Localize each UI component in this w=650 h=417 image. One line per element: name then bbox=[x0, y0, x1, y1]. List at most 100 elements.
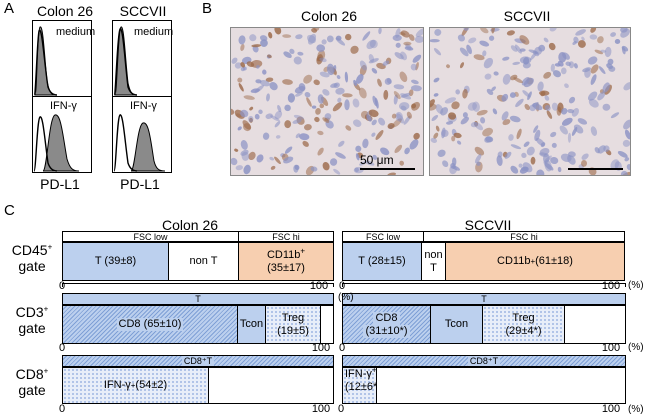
panel-a-title-sccvii: SCCVII bbox=[119, 3, 167, 19]
panel-c-letter: C bbox=[4, 202, 15, 219]
stained-cell bbox=[476, 109, 488, 116]
nucleus bbox=[440, 107, 449, 116]
stained-cell bbox=[411, 103, 417, 109]
stained-cell bbox=[243, 95, 255, 100]
nucleus bbox=[504, 151, 512, 159]
nucleus bbox=[380, 147, 390, 156]
ihc-image-colon26 bbox=[227, 25, 426, 177]
nucleus bbox=[501, 111, 509, 121]
nucleus bbox=[510, 165, 519, 174]
colon26-cd45-nont-segment: non T bbox=[168, 242, 239, 281]
nucleus bbox=[311, 105, 317, 109]
nucleus bbox=[568, 96, 576, 104]
stained-cell bbox=[473, 54, 485, 61]
nucleus bbox=[248, 115, 254, 123]
panel-c-title-colon26: Colon 26 bbox=[161, 217, 219, 233]
nucleus bbox=[602, 103, 611, 111]
colon26-cd8-ifn-segment: IFN-γ + (54±2) bbox=[62, 367, 209, 404]
nucleus bbox=[509, 92, 516, 98]
tick-label-0-colon26-cd45: 0 bbox=[58, 280, 66, 292]
nucleus bbox=[333, 168, 341, 175]
nucleus bbox=[284, 104, 291, 112]
nucleus bbox=[241, 151, 250, 161]
nucleus bbox=[431, 114, 439, 122]
nucleus bbox=[326, 35, 334, 43]
nucleus bbox=[299, 133, 310, 141]
nucleus bbox=[501, 93, 509, 102]
histogram-colon26-medium bbox=[32, 20, 92, 97]
nucleus bbox=[582, 67, 592, 73]
unit-label-row1-sccvii: (%) bbox=[628, 280, 644, 291]
tick-label-100-colon26-cd3: 100 bbox=[311, 342, 331, 354]
header-cd8t-sccvii: CD8⁺T bbox=[342, 355, 626, 367]
stained-cell bbox=[399, 71, 408, 83]
stained-cell bbox=[448, 112, 457, 120]
stained-cell bbox=[249, 117, 253, 123]
nucleus bbox=[518, 163, 523, 168]
stained-cell bbox=[274, 156, 281, 165]
nucleus bbox=[344, 99, 350, 111]
nucleus bbox=[462, 112, 468, 118]
stained-cell bbox=[235, 113, 242, 118]
nucleus bbox=[409, 139, 419, 150]
nucleus bbox=[412, 54, 422, 63]
axis-colon26-cd45 bbox=[62, 283, 334, 284]
nucleus bbox=[589, 34, 598, 40]
header-t-colon26: T bbox=[62, 293, 334, 305]
stained-cell bbox=[590, 64, 599, 74]
nucleus bbox=[502, 56, 510, 61]
nucleus bbox=[551, 102, 559, 111]
stained-cell bbox=[453, 132, 462, 139]
tick-label-0-sccvii-cd45: 0 bbox=[338, 280, 346, 292]
nucleus bbox=[433, 48, 442, 56]
nucleus bbox=[604, 46, 612, 58]
nucleus bbox=[552, 70, 562, 78]
nucleus bbox=[491, 86, 496, 92]
nucleus bbox=[353, 79, 358, 86]
header-fsc-hi-colon26: FSC hi bbox=[238, 231, 334, 242]
nucleus bbox=[256, 154, 264, 163]
nucleus bbox=[484, 136, 493, 143]
nucleus bbox=[366, 39, 376, 50]
nucleus bbox=[554, 63, 561, 67]
nucleus bbox=[262, 69, 267, 75]
nucleus bbox=[319, 57, 327, 63]
nucleus bbox=[607, 58, 614, 65]
stained-cell bbox=[315, 108, 321, 115]
nucleus bbox=[482, 50, 487, 57]
scale-bar-label: 50 μm bbox=[360, 153, 394, 167]
tick-label-0-colon26: 0 bbox=[58, 403, 66, 415]
nucleus bbox=[399, 102, 410, 111]
axis-sccvii-cd45 bbox=[342, 283, 626, 284]
stained-cell bbox=[546, 110, 553, 119]
nucleus bbox=[472, 101, 480, 112]
tick bbox=[625, 283, 626, 287]
ihc-image-sccvii bbox=[425, 25, 633, 179]
header-fsc-low-colon26: FSC low bbox=[62, 231, 239, 242]
nucleus bbox=[610, 32, 617, 37]
stained-cell bbox=[332, 102, 343, 112]
nucleus bbox=[254, 84, 264, 94]
tick-label-0-sccvii: 0 bbox=[337, 403, 345, 415]
stained-cell bbox=[317, 130, 324, 136]
nucleus bbox=[275, 135, 281, 139]
header-fsc-hi-sccvii: FSC hi bbox=[423, 231, 625, 242]
nucleus bbox=[492, 108, 498, 115]
nucleus bbox=[483, 57, 494, 69]
colon26-cd8-other-segment bbox=[208, 367, 334, 404]
stained-cell bbox=[268, 31, 273, 39]
stained-cell bbox=[519, 35, 530, 45]
nucleus bbox=[386, 77, 392, 84]
stained-cell bbox=[513, 77, 523, 84]
stained-cell bbox=[314, 116, 320, 123]
nucleus bbox=[557, 166, 562, 173]
nucleus bbox=[519, 56, 532, 64]
stained-cell bbox=[427, 99, 435, 108]
panel-a-title-colon26: Colon 26 bbox=[36, 3, 94, 19]
nucleus bbox=[355, 153, 360, 161]
tick-label-100-colon26: 100 bbox=[311, 403, 331, 415]
gate-label-cd8: CD8+ gate bbox=[15, 366, 49, 398]
stained-cell bbox=[548, 42, 556, 51]
nucleus bbox=[624, 129, 631, 140]
nucleus bbox=[404, 46, 414, 51]
